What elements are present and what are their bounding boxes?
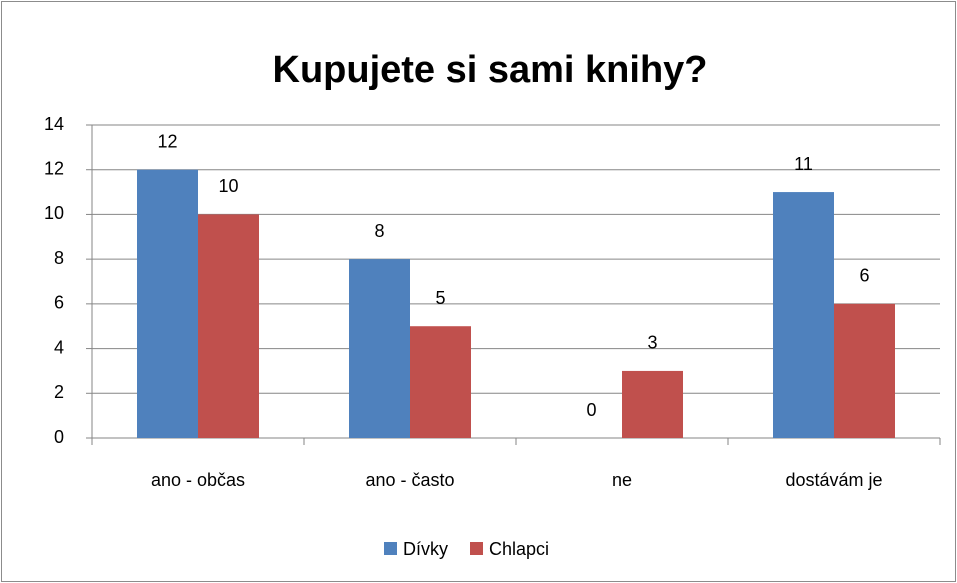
bar (410, 326, 471, 438)
chart-title: Kupujete si sami knihy? (273, 49, 708, 91)
bar (198, 214, 259, 438)
x-tick-label: ne (612, 470, 632, 490)
value-label: 3 (647, 333, 657, 353)
legend-label: Chlapci (489, 539, 549, 559)
y-tick-label: 12 (44, 158, 64, 178)
legend-swatch (470, 542, 483, 555)
y-tick-label: 14 (44, 114, 64, 134)
value-label: 6 (859, 266, 869, 286)
legend-swatch (384, 542, 397, 555)
y-tick-label: 2 (54, 382, 64, 402)
bar (622, 370, 683, 438)
y-tick-label: 0 (54, 427, 64, 447)
value-label: 10 (218, 176, 238, 196)
value-label: 11 (794, 154, 813, 174)
value-label: 5 (435, 288, 445, 308)
x-tick-label: dostávám je (785, 470, 882, 490)
y-tick-label: 4 (54, 337, 64, 357)
value-label: 12 (157, 131, 177, 151)
x-tick-label: ano - občas (151, 470, 245, 490)
legend-label: Dívky (403, 539, 448, 559)
bar (137, 169, 198, 438)
bar (773, 192, 834, 438)
value-label: 8 (374, 221, 384, 241)
y-tick-label: 6 (54, 293, 64, 313)
value-label: 0 (586, 400, 596, 420)
y-tick-label: 8 (54, 248, 64, 268)
x-tick-label: ano - často (365, 470, 454, 490)
y-tick-label: 10 (44, 203, 64, 223)
bar (834, 303, 895, 438)
bar (349, 259, 410, 438)
